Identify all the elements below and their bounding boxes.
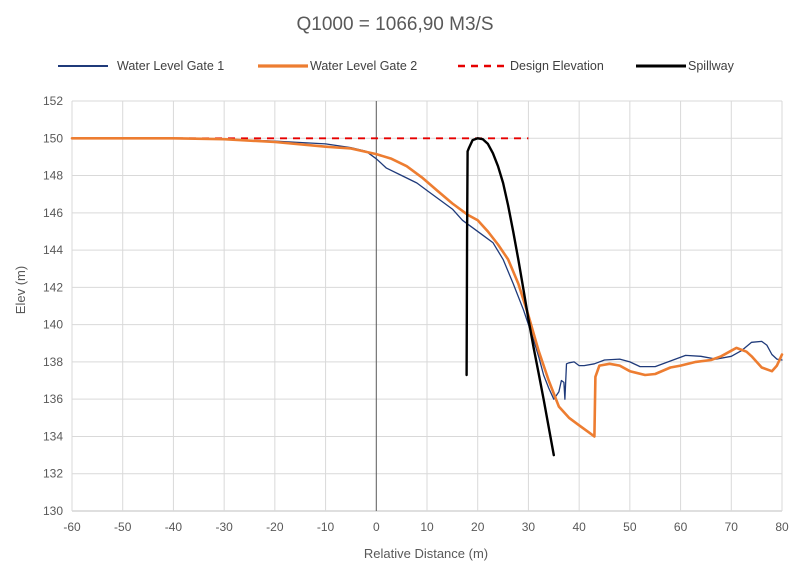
legend-water-level-gate-2: Water Level Gate 2 <box>258 59 417 73</box>
x-tick-label: 50 <box>623 520 637 534</box>
x-tick-label: -30 <box>215 520 233 534</box>
y-tick-label: 146 <box>43 206 63 220</box>
x-tick-label: 40 <box>572 520 586 534</box>
chart-title: Q1000 = 1066,90 M3/S <box>296 14 493 35</box>
x-tick-label: 80 <box>775 520 789 534</box>
y-tick-label: 136 <box>43 392 63 406</box>
x-tick-label: -50 <box>114 520 132 534</box>
series-water-level-gate-1 <box>71 137 783 400</box>
legend-label: Water Level Gate 1 <box>117 59 224 73</box>
x-axis-label: Relative Distance (m) <box>364 546 488 561</box>
plot-area <box>70 137 784 457</box>
legend-design-elevation: Design Elevation <box>458 59 604 73</box>
x-tick-label: -60 <box>63 520 81 534</box>
x-tick-label: 70 <box>725 520 739 534</box>
legend-label: Design Elevation <box>510 59 604 73</box>
x-tick-label: -40 <box>165 520 183 534</box>
y-tick-label: 148 <box>43 169 63 183</box>
legend: Water Level Gate 1 Water Level Gate 2 Desi… <box>58 59 735 73</box>
series-water-level-gate-2 <box>70 137 784 438</box>
y-tick-label: 138 <box>43 355 63 369</box>
x-tick-label: 30 <box>522 520 536 534</box>
x-tick-label: 0 <box>373 520 380 534</box>
y-tick-label: 142 <box>43 280 63 294</box>
legend-label: Spillway <box>688 59 735 73</box>
y-tick-label: 134 <box>43 429 63 443</box>
legend-spillway: Spillway <box>636 59 735 73</box>
axis-ticks: 130 132 134 136 138 140 142 144 146 148 150 152 -60 -… <box>43 94 789 534</box>
x-tick-label: 10 <box>420 520 434 534</box>
x-tick-label: -20 <box>266 520 284 534</box>
y-tick-label: 130 <box>43 504 63 518</box>
x-tick-label: 20 <box>471 520 485 534</box>
x-tick-label: -10 <box>317 520 335 534</box>
y-tick-label: 140 <box>43 318 63 332</box>
x-tick-label: 60 <box>674 520 688 534</box>
y-tick-label: 150 <box>43 131 63 145</box>
series-spillway <box>465 137 555 457</box>
legend-label: Water Level Gate 2 <box>310 59 417 73</box>
y-tick-label: 152 <box>43 94 63 108</box>
y-axis-label: Elev (m) <box>13 266 28 314</box>
y-tick-label: 132 <box>43 467 63 481</box>
y-tick-label: 144 <box>43 243 63 257</box>
legend-water-level-gate-1: Water Level Gate 1 <box>58 59 224 73</box>
grid <box>71 100 783 512</box>
